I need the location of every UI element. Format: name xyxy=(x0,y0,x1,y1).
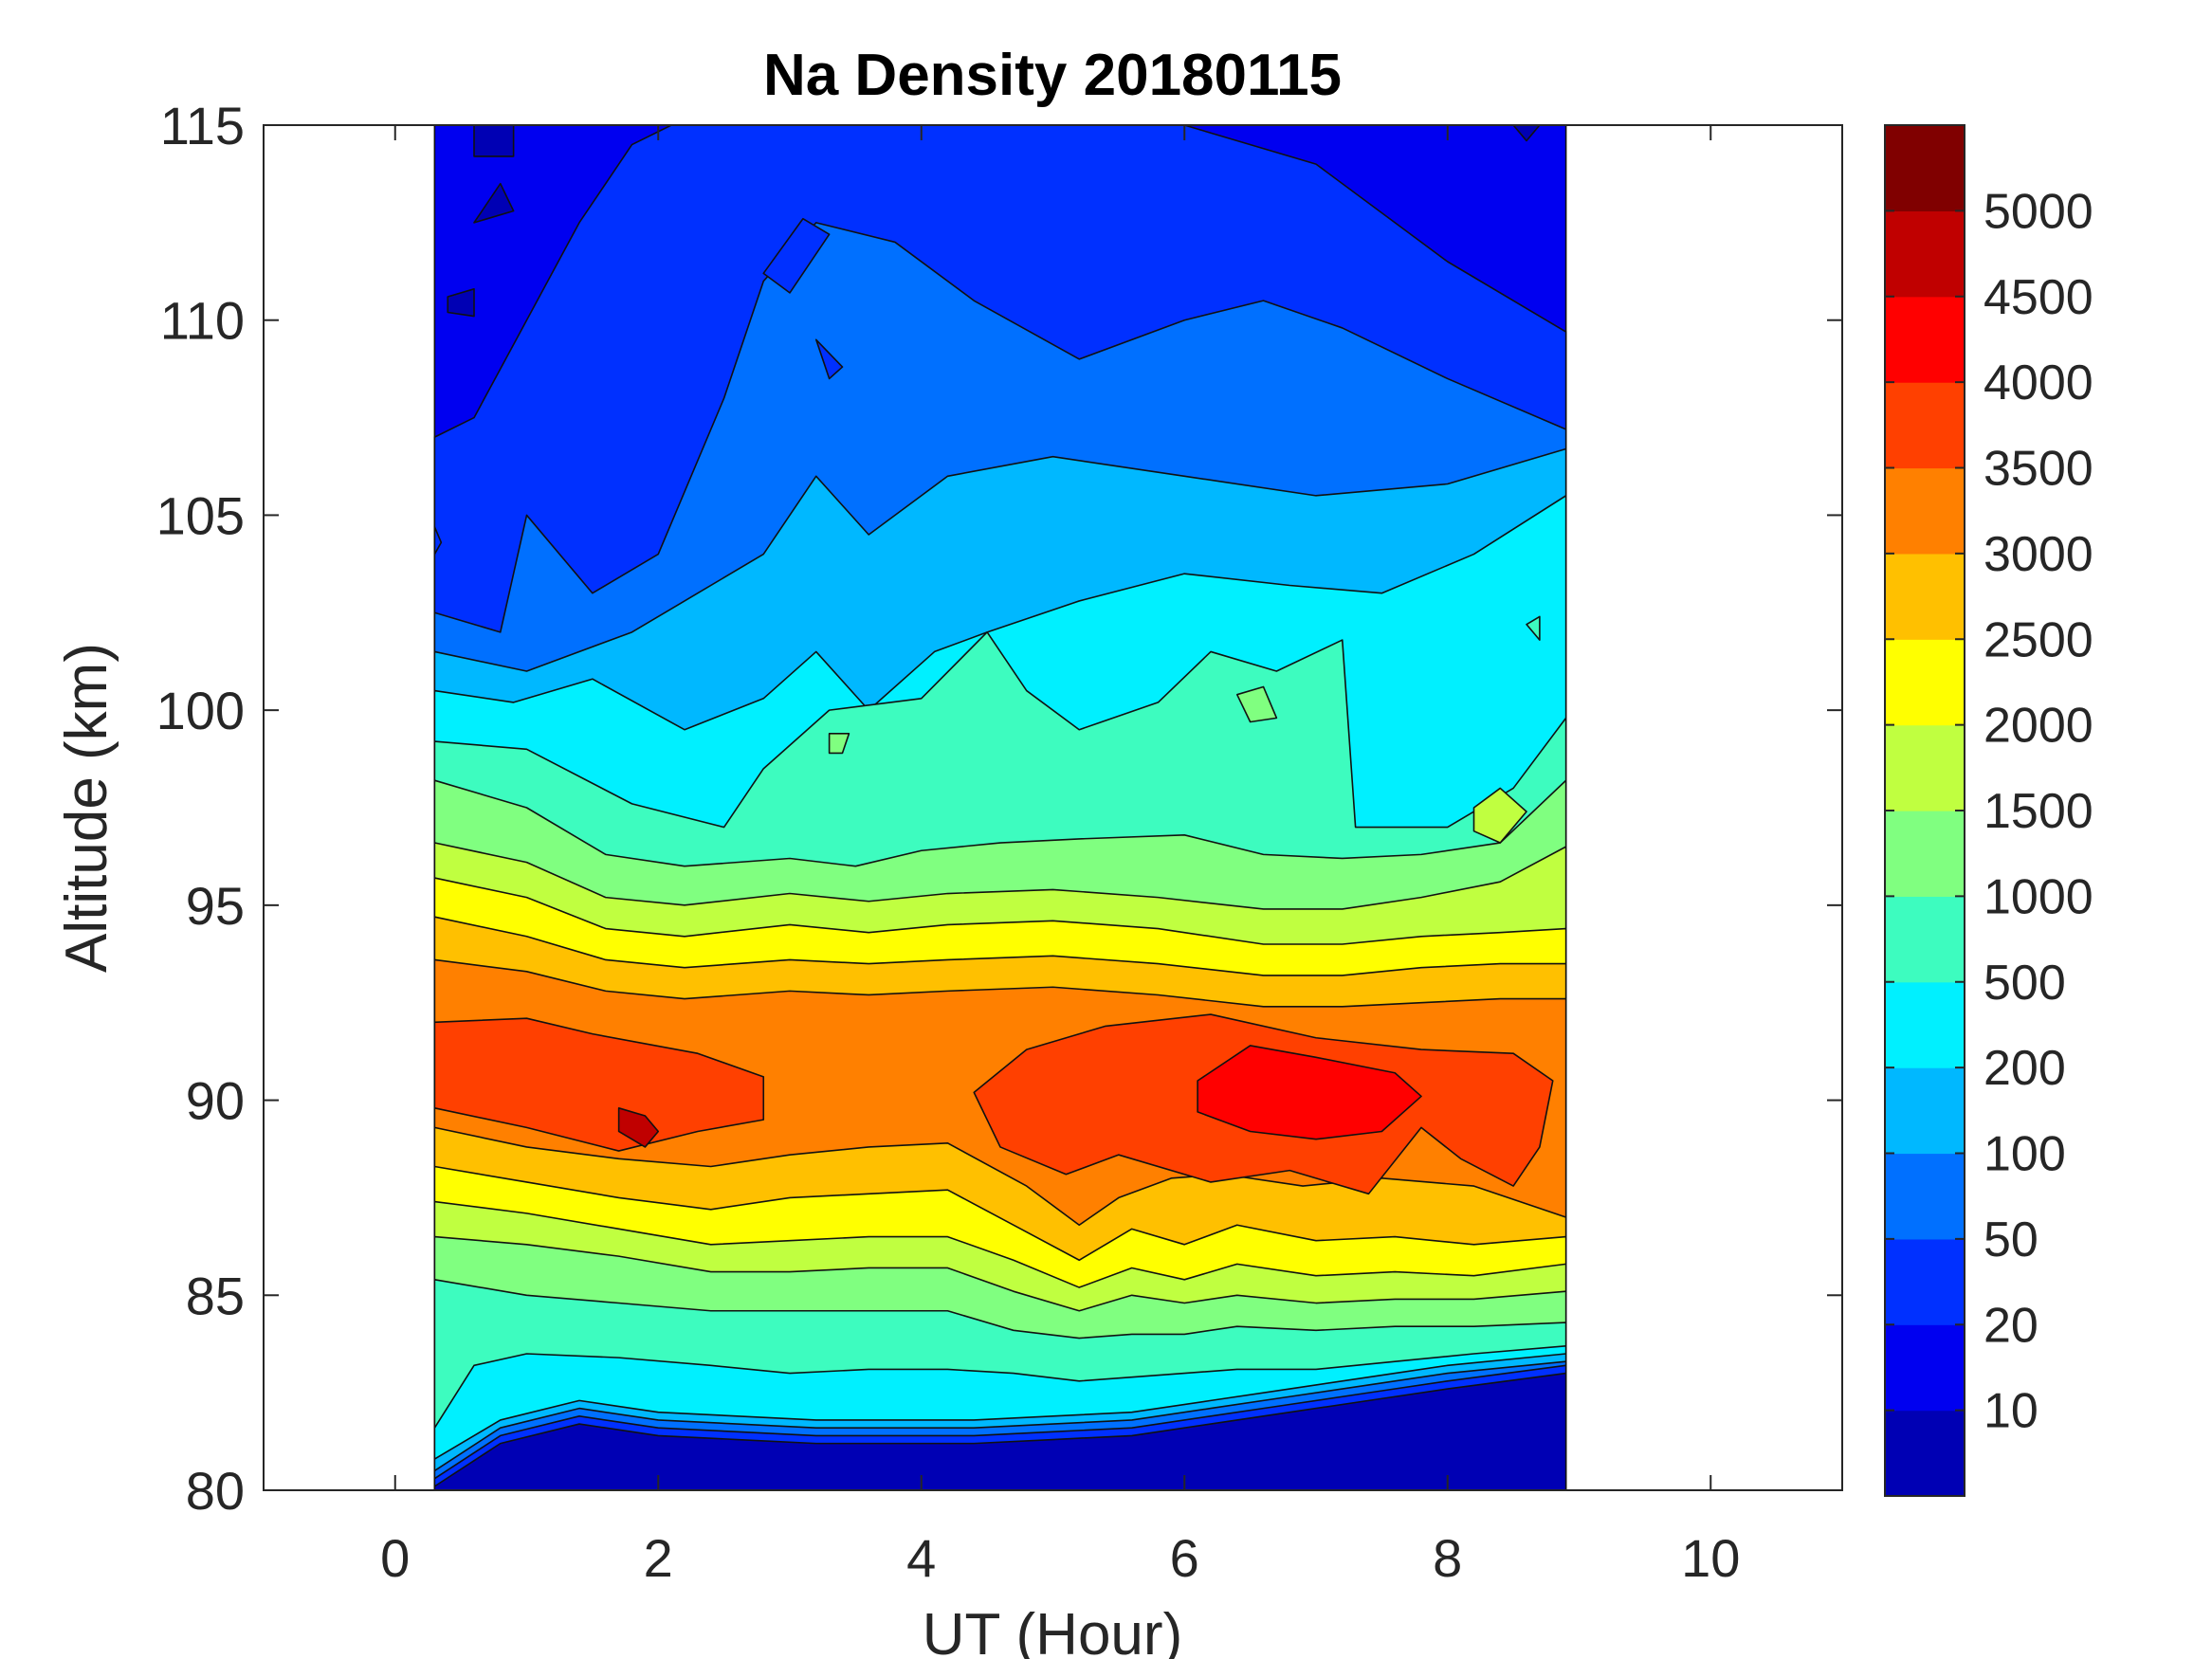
contour-island-10 xyxy=(473,125,515,157)
y-tick-label: 90 xyxy=(186,1071,245,1131)
x-axis: 0 2 4 6 8 10 xyxy=(380,125,1740,1588)
y-tick-label: 105 xyxy=(156,485,245,545)
colorbar-swatch xyxy=(1885,210,1965,298)
colorbar-label: 2500 xyxy=(1983,612,2093,667)
contour-island-11 xyxy=(473,182,515,224)
colorbar-label: 5000 xyxy=(1983,184,2093,239)
colorbar-label: 4500 xyxy=(1983,270,2093,325)
y-tick-label: 115 xyxy=(160,96,245,155)
colorbar-swatch xyxy=(1885,467,1965,555)
y-axis: 80 85 90 95 100 105 110 115 xyxy=(156,96,1842,1521)
colorbar-label: 4000 xyxy=(1983,356,2093,410)
colorbar-label: 50 xyxy=(1983,1212,2038,1267)
y-tick-label: 85 xyxy=(186,1266,245,1325)
x-tick-label: 0 xyxy=(380,1528,410,1588)
contour-fill-group xyxy=(433,125,1567,1490)
contour-island-6 xyxy=(1472,787,1527,844)
y-tick-label: 95 xyxy=(186,876,245,936)
y-tick-label: 80 xyxy=(186,1461,245,1521)
colorbar-swatch xyxy=(1885,1324,1965,1412)
colorbar-swatch xyxy=(1885,382,1965,469)
colorbar-swatch xyxy=(1885,981,1965,1068)
colorbar-label: 2000 xyxy=(1983,699,2093,754)
colorbar-swatch xyxy=(1885,724,1965,811)
colorbar-label: 20 xyxy=(1983,1298,2038,1353)
colorbar-label: 500 xyxy=(1983,956,2066,1011)
colorbar-label: 1500 xyxy=(1983,784,2093,839)
y-tick-label: 110 xyxy=(160,291,245,351)
x-tick-label: 4 xyxy=(906,1528,936,1588)
plot-area-frame xyxy=(263,124,1843,1491)
x-tick-label: 8 xyxy=(1433,1528,1462,1588)
colorbar-swatch xyxy=(1885,639,1965,726)
colorbar-swatch xyxy=(1885,896,1965,983)
colorbar-swatch xyxy=(1885,811,1965,897)
colorbar-label: 3000 xyxy=(1983,527,2093,582)
colorbar-swatch xyxy=(1885,1067,1965,1155)
contour-island-8 xyxy=(762,217,831,294)
contour-island-14 xyxy=(433,525,443,556)
colorbar-swatch xyxy=(1885,1238,1965,1325)
contour-island-3 xyxy=(1197,1045,1422,1140)
colorbar: 10 20 50 100 200 500 1000 1500 2000 2500 3000 3500 4… xyxy=(1884,124,2093,1497)
colorbar-label: 3500 xyxy=(1983,442,2093,497)
x-tick-label: 2 xyxy=(644,1528,673,1588)
contour-island-5 xyxy=(1235,685,1278,723)
colorbar-label: 10 xyxy=(1983,1384,2038,1439)
contour-island-9 xyxy=(814,338,844,380)
contour-island-12 xyxy=(447,288,475,318)
contour-layer-21 xyxy=(433,1372,1567,1490)
colorbar-label: 200 xyxy=(1983,1041,2066,1096)
colorbar-swatch xyxy=(1885,1410,1965,1497)
contour-island-15 xyxy=(1526,615,1541,641)
contour-island-4 xyxy=(617,1107,660,1148)
x-axis-label: UT (Hour) xyxy=(923,1602,1182,1659)
chart-title: Na Density 20180115 xyxy=(763,43,1342,108)
contour-island-13 xyxy=(1512,125,1541,142)
x-tick-label: 10 xyxy=(1681,1528,1740,1588)
colorbar-swatch xyxy=(1885,125,1965,211)
y-axis-label: Altitude (km) xyxy=(54,643,119,973)
contour-island-7 xyxy=(828,733,850,755)
colorbar-label: 100 xyxy=(1983,1127,2066,1182)
colorbar-swatch xyxy=(1885,296,1965,383)
colorbar-label: 1000 xyxy=(1983,869,2093,924)
y-tick-label: 100 xyxy=(156,681,245,740)
colorbar-swatch xyxy=(1885,1153,1965,1240)
colorbar-swatch xyxy=(1885,553,1965,640)
contour-island-1 xyxy=(433,1017,765,1152)
x-tick-label: 6 xyxy=(1170,1528,1199,1588)
